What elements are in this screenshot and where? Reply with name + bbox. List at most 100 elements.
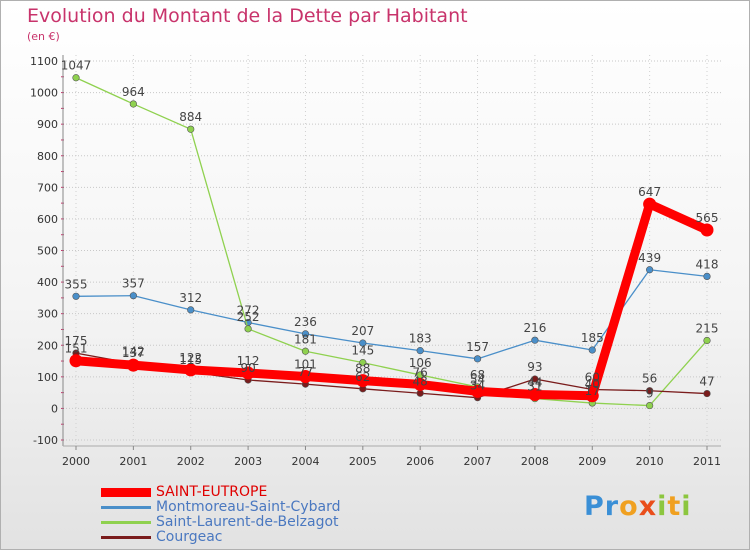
x-tick-label: 2004 — [291, 455, 319, 468]
data-point — [643, 197, 657, 211]
series-line — [71, 199, 712, 401]
chart-unit: (en €) — [27, 30, 60, 43]
x-tick-label: 2010 — [636, 455, 664, 468]
y-tick-label: 900 — [37, 118, 58, 131]
data-label: 137 — [122, 346, 145, 360]
legend-label: SAINT-EUTROPE — [156, 484, 268, 500]
data-label: 122 — [179, 351, 202, 365]
data-label: 44 — [527, 376, 542, 390]
data-label: 76 — [413, 365, 428, 379]
x-tick-label: 2009 — [578, 455, 606, 468]
x-tick-label: 2000 — [62, 455, 90, 468]
data-point — [356, 374, 370, 388]
data-point — [531, 375, 539, 383]
data-point — [531, 336, 539, 344]
data-label: 90 — [240, 361, 255, 375]
x-tick-label: 2003 — [234, 455, 262, 468]
data-point — [126, 358, 140, 372]
data-point — [69, 354, 83, 368]
data-label: 112 — [237, 354, 260, 368]
data-label: 215 — [696, 322, 719, 336]
data-label: 647 — [638, 185, 661, 199]
data-label: 181 — [294, 332, 317, 346]
data-point — [585, 389, 599, 403]
data-point — [244, 325, 252, 333]
data-label: 272 — [237, 304, 260, 318]
legend-swatch — [101, 521, 151, 524]
x-tick-label: 2002 — [177, 455, 205, 468]
brand-logo-letter: x — [638, 491, 658, 522]
x-tick-label: 2007 — [464, 455, 492, 468]
data-point — [129, 292, 137, 300]
y-tick-label: 800 — [37, 150, 58, 163]
data-label: 355 — [65, 277, 88, 291]
data-label: 56 — [642, 372, 657, 386]
data-label: 115 — [179, 353, 202, 367]
brand-logo: Proxiti — [584, 491, 692, 522]
data-label: 60 — [585, 370, 600, 384]
data-point — [588, 346, 596, 354]
y-tick-label: 700 — [37, 181, 58, 194]
legend-label: Saint-Laurent-de-Belzagot — [156, 514, 339, 530]
data-label: 151 — [65, 342, 88, 356]
data-label: 175 — [65, 334, 88, 348]
data-label: 1047 — [61, 59, 92, 73]
y-tick-label: 400 — [37, 276, 58, 289]
data-label: 88 — [355, 362, 370, 376]
y-tick-label: 0 — [51, 402, 58, 415]
data-label: 884 — [179, 110, 202, 124]
data-point — [703, 272, 711, 280]
data-label: 185 — [581, 331, 604, 345]
data-point — [301, 347, 310, 355]
brand-logo-letter: P — [584, 491, 605, 522]
x-tick-label: 2006 — [406, 455, 434, 468]
y-tick-label: 500 — [37, 245, 58, 258]
data-label: 31 — [527, 380, 542, 394]
data-point — [72, 292, 80, 300]
data-label: 62 — [355, 370, 370, 384]
y-tick-label: 600 — [37, 213, 58, 226]
data-point — [473, 355, 482, 363]
x-tick-label: 2005 — [349, 455, 377, 468]
x-tick-label: 2001 — [119, 455, 147, 468]
data-label: 40 — [585, 377, 600, 391]
data-point — [471, 384, 485, 398]
data-label: 964 — [122, 85, 145, 99]
brand-logo-letter: i — [681, 491, 692, 522]
data-point — [301, 330, 310, 338]
data-label: 357 — [122, 277, 145, 291]
series-line — [75, 352, 708, 399]
data-label: 106 — [409, 356, 432, 370]
chart-title: Evolution du Montant de la Dette par Hab… — [27, 5, 468, 27]
data-point — [184, 363, 198, 377]
data-label: 236 — [294, 315, 317, 329]
data-label: 77 — [298, 365, 313, 379]
data-point — [187, 125, 195, 133]
series-line — [75, 269, 708, 360]
data-label: 145 — [351, 344, 374, 358]
data-point — [416, 347, 424, 355]
data-label: 183 — [409, 332, 432, 346]
data-label: 216 — [523, 321, 546, 335]
brand-logo-letter: o — [619, 491, 639, 522]
data-point — [703, 336, 711, 345]
data-point — [129, 100, 137, 108]
data-point — [646, 401, 654, 410]
legend-label: Montmoreau-Saint-Cybard — [156, 499, 341, 515]
data-point — [72, 74, 80, 82]
y-tick-label: -100 — [33, 434, 58, 447]
data-label: 101 — [294, 358, 317, 372]
y-tick-label: 300 — [37, 308, 58, 321]
data-label: 54 — [470, 372, 485, 386]
data-point — [528, 388, 542, 402]
data-label: 34 — [470, 379, 485, 393]
data-point — [413, 377, 427, 391]
data-label: 252 — [237, 310, 260, 324]
data-point — [187, 306, 195, 314]
data-label: 9 — [646, 387, 654, 401]
data-label: 312 — [179, 291, 202, 305]
data-point — [298, 370, 312, 384]
data-point — [241, 366, 255, 380]
data-label: 142 — [122, 345, 145, 359]
